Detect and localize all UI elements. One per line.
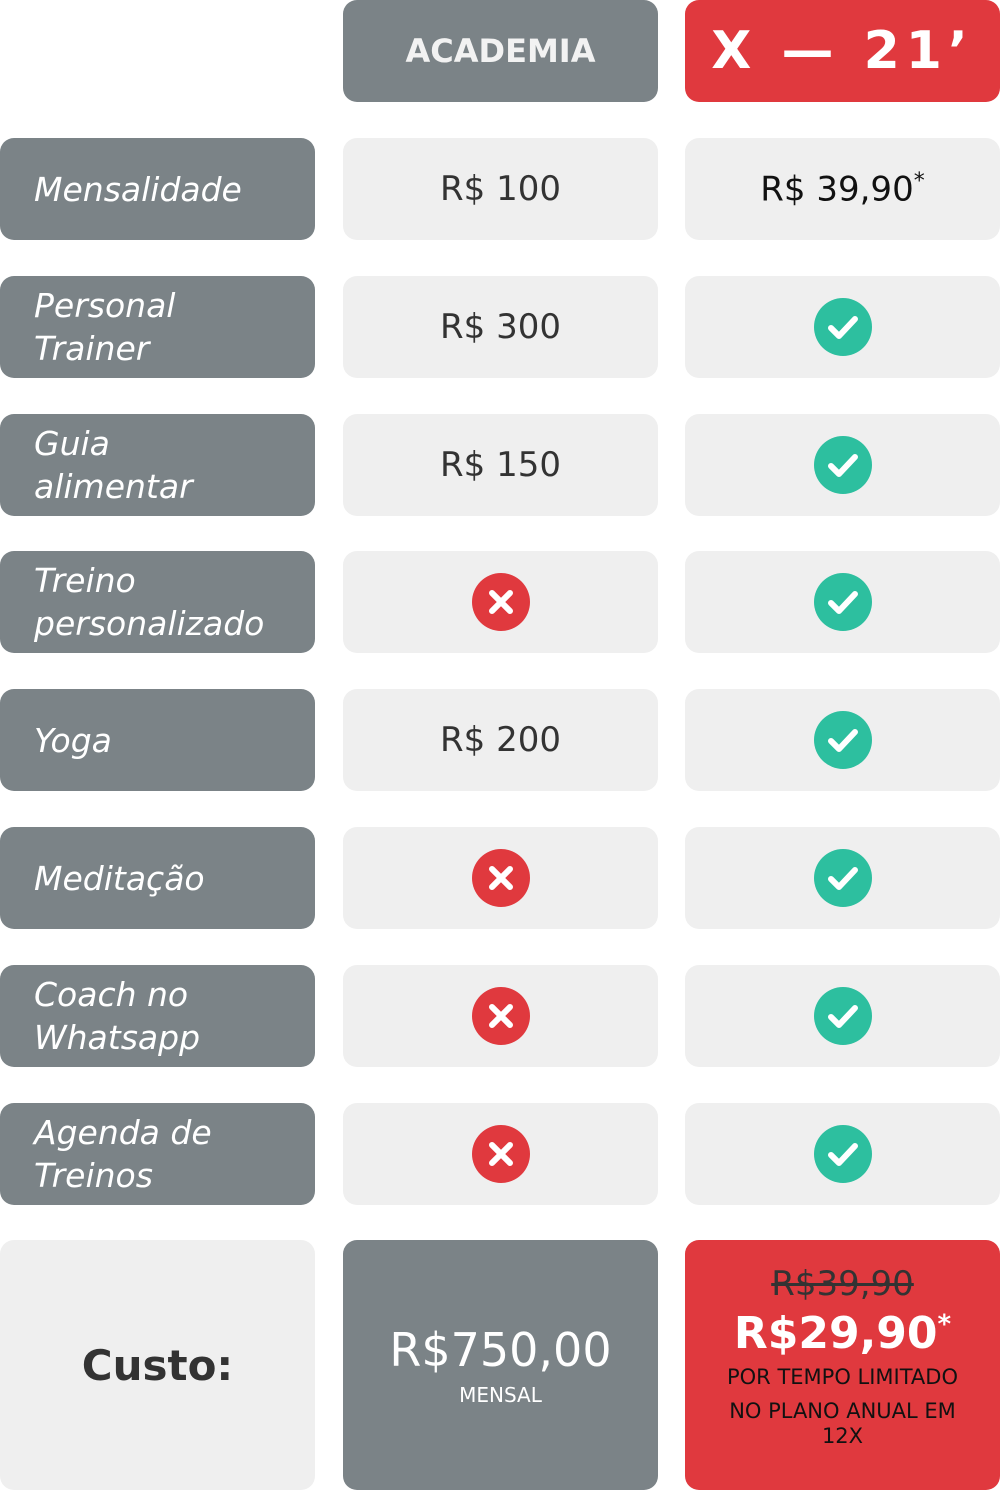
academia-cell: R$ 300	[343, 275, 658, 378]
price-note: *	[937, 1309, 952, 1340]
academia-cell: R$ 150	[343, 413, 658, 516]
academia-value: R$ 200	[440, 720, 561, 761]
note-1: POR TEMPO LIMITADO	[726, 1365, 958, 1389]
academia-price: R$750,00	[389, 1323, 612, 1377]
cross-icon	[471, 1124, 530, 1183]
row-label-line: Yoga	[34, 720, 112, 760]
footer-label: Custo:	[0, 1240, 315, 1490]
x21-cell	[685, 275, 1000, 378]
check-icon	[813, 297, 872, 356]
x21-value: R$ 39,90	[760, 169, 914, 210]
old-price: R$39,90	[771, 1264, 914, 1304]
check-icon	[813, 986, 872, 1045]
row-label-line: alimentar	[34, 466, 193, 506]
x21-note: *	[913, 168, 925, 194]
academia-cell: R$ 200	[343, 689, 658, 792]
row-label-line: Coach no	[34, 974, 189, 1014]
row-label-line: personalizado	[34, 604, 265, 644]
academia-cell	[343, 827, 658, 929]
row-label-line: Agenda de	[34, 1112, 212, 1152]
academia-cell: R$ 100	[343, 138, 658, 240]
academia-cell	[343, 964, 658, 1067]
x21-value-wrap: R$ 39,90*	[760, 169, 924, 209]
row-label: Agenda de Treinos	[0, 1102, 315, 1205]
row-label: Coach no Whatsapp	[0, 964, 315, 1067]
row-label-line: Treino	[34, 561, 136, 601]
x21-cell	[685, 1102, 1000, 1205]
header-academia: ACADEMIA	[343, 0, 658, 102]
price-value: R$29,90	[733, 1308, 938, 1359]
footer-academia: R$750,00 MENSAL	[343, 1240, 658, 1490]
footer-x21: R$39,90 R$29,90* POR TEMPO LIMITADO NO P…	[685, 1240, 1000, 1490]
row-label-line: Trainer	[34, 328, 150, 368]
academia-value: R$ 100	[440, 169, 561, 209]
academia-value: R$ 300	[440, 306, 561, 347]
header-x21: X — 21’	[685, 0, 1000, 102]
row-label: Treino personalizado	[0, 551, 315, 654]
x21-cell	[685, 689, 1000, 792]
cross-icon	[471, 573, 530, 632]
x21-cell	[685, 827, 1000, 929]
academia-note: MENSAL	[459, 1383, 542, 1407]
row-label: Yoga	[0, 689, 315, 792]
note-2: NO PLANO ANUAL EM 12X	[729, 1399, 956, 1448]
row-label-line: Meditação	[34, 858, 205, 898]
check-icon	[813, 573, 872, 632]
row-label-line: Guia	[34, 423, 110, 463]
check-icon	[813, 849, 872, 907]
row-label-line: Personal	[34, 285, 176, 325]
cross-icon	[471, 849, 530, 907]
academia-value: R$ 150	[440, 444, 561, 485]
row-label-line: Treinos	[34, 1155, 153, 1195]
x21-cell	[685, 964, 1000, 1067]
row-label: Meditação	[0, 827, 315, 929]
row-label-line: Mensalidade	[34, 169, 242, 209]
check-icon	[813, 711, 872, 770]
cross-icon	[471, 986, 530, 1045]
x21-cell	[685, 551, 1000, 654]
row-label-line: Whatsapp	[34, 1017, 201, 1057]
row-label: Personal Trainer	[0, 275, 315, 378]
academia-cell	[343, 1102, 658, 1205]
x21-cell: R$ 39,90*	[685, 138, 1000, 240]
row-label: Mensalidade	[0, 138, 315, 240]
price: R$29,90*	[734, 1308, 951, 1359]
x21-cell	[685, 413, 1000, 516]
check-icon	[813, 435, 872, 494]
academia-cell	[343, 551, 658, 654]
check-icon	[813, 1124, 872, 1183]
row-label: Guia alimentar	[0, 413, 315, 516]
